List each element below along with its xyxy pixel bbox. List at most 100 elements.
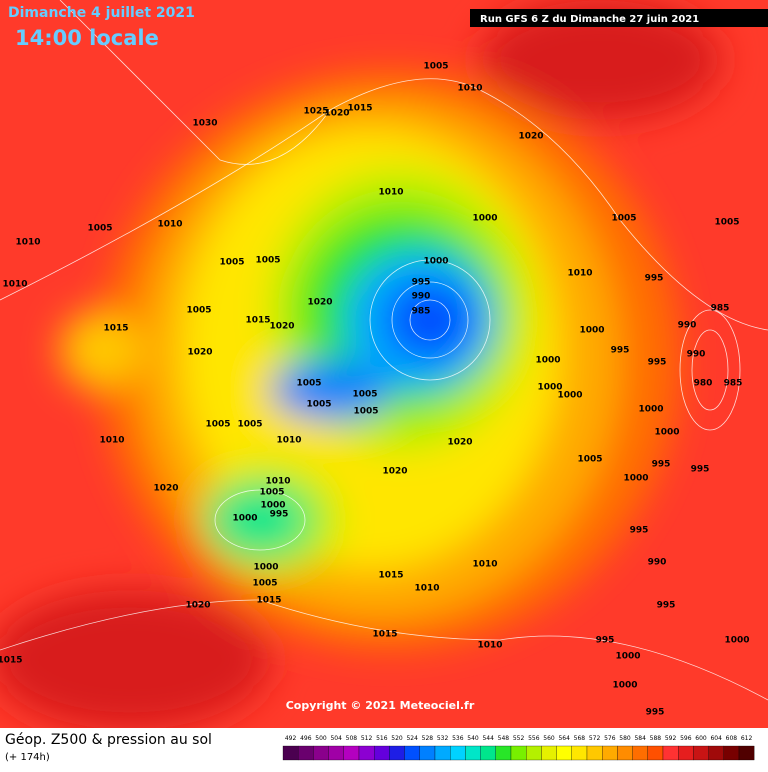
pressure-label: 995	[646, 708, 665, 718]
colorbar-swatch	[708, 745, 724, 761]
colorbar-tick-label: 496	[300, 735, 312, 742]
pressure-label: 1005	[259, 488, 284, 498]
pressure-label: 995	[412, 278, 431, 288]
pressure-label: 1015	[103, 324, 128, 334]
geopotential-field	[0, 0, 768, 730]
pressure-label: 1005	[423, 62, 448, 72]
pressure-label: 990	[687, 350, 706, 360]
colorbar-swatch	[298, 745, 314, 761]
pressure-label: 995	[648, 358, 667, 368]
colorbar-tick-label: 524	[406, 735, 418, 742]
colorbar-swatch	[556, 745, 572, 761]
colorbar-tick-label: 492	[285, 735, 297, 742]
colorbar-tick-label: 500	[315, 735, 327, 742]
colorbar-swatch	[602, 745, 618, 761]
pressure-label: 990	[412, 292, 431, 302]
pressure-label: 1015	[372, 630, 397, 640]
pressure-label: 1005	[205, 420, 230, 430]
colorbar-swatch	[723, 745, 740, 761]
colorbar-swatch	[678, 745, 694, 761]
pressure-label: 1020	[269, 322, 294, 332]
colorbar-tick-label: 504	[330, 735, 342, 742]
pressure-label: 1000	[472, 214, 497, 224]
colorbar-swatch	[450, 745, 466, 761]
pressure-label: 1005	[296, 379, 321, 389]
colorbar-swatch	[480, 745, 496, 761]
colorbar-tick-label: 572	[589, 735, 601, 742]
colorbar-swatch	[465, 745, 481, 761]
colorbar-swatch	[343, 745, 360, 761]
pressure-label: 1010	[265, 477, 290, 487]
colorbar-swatch	[526, 745, 542, 761]
colorbar-tick-label: 520	[391, 735, 403, 742]
colorbar-swatch	[404, 745, 420, 761]
pressure-label: 1020	[518, 132, 543, 142]
pressure-label: 1025	[303, 107, 328, 117]
pressure-label: 1005	[255, 256, 280, 266]
pressure-label: 1020	[153, 484, 178, 494]
colorbar-tick-label: 528	[422, 735, 434, 742]
colorbar-tick-label: 592	[665, 735, 677, 742]
isobars	[0, 0, 768, 701]
pressure-label: 1020	[185, 601, 210, 611]
footer-lead: (+ 174h)	[5, 752, 50, 763]
pressure-label: 1000	[253, 563, 278, 573]
pressure-label: 1005	[252, 579, 277, 589]
pressure-label: 1015	[245, 316, 270, 326]
forecast-time: 14:00 locale	[15, 26, 159, 50]
colorbar-tick-label: 552	[513, 735, 525, 742]
pressure-label: 995	[611, 346, 630, 356]
pressure-label: 1005	[353, 407, 378, 417]
colorbar-tick-label: 564	[558, 735, 570, 742]
run-box	[470, 9, 768, 27]
pressure-label: 1005	[219, 258, 244, 268]
colorbar-swatch	[632, 745, 648, 761]
pressure-label: 1010	[477, 641, 502, 651]
pressure-label: 1000	[535, 356, 560, 366]
pressure-label: 1010	[414, 584, 439, 594]
pressure-label: 1000	[232, 514, 257, 524]
pressure-label: 1005	[87, 224, 112, 234]
colorbar-swatch	[738, 745, 755, 761]
pressure-label: 985	[711, 304, 730, 314]
pressure-label: 1000	[724, 636, 749, 646]
pressure-label: 995	[657, 601, 676, 611]
pressure-label: 1000	[654, 428, 679, 438]
colorbar-tick-label: 596	[680, 735, 692, 742]
colorbar-tick-label: 580	[619, 735, 631, 742]
pressure-label: 990	[678, 321, 697, 331]
colorbar-tick-label: 532	[437, 735, 449, 742]
colorbar-swatch	[693, 745, 709, 761]
pressure-label: 1010	[2, 280, 27, 290]
colorbar-swatch	[617, 745, 633, 761]
colorbar-swatch	[358, 745, 375, 761]
pressure-label: 1000	[423, 257, 448, 267]
colorbar-tick-label: 512	[361, 735, 373, 742]
colorbar-tick-label: 508	[346, 735, 358, 742]
colorbar-tick-label: 608	[726, 735, 738, 742]
colorbar-tick-label: 544	[482, 735, 494, 742]
pressure-label: 1015	[347, 104, 372, 114]
colorbar-tick-label: 556	[528, 735, 540, 742]
pressure-label: 1030	[192, 119, 217, 129]
pressure-label: 1000	[623, 474, 648, 484]
pressure-label: 1010	[457, 84, 482, 94]
pressure-label: 1000	[260, 501, 285, 511]
colorbar-swatch	[586, 745, 603, 761]
colorbar-swatch	[495, 745, 512, 761]
colorbar-swatch	[328, 745, 344, 761]
pressure-label: 995	[691, 465, 710, 475]
pressure-label: 1010	[378, 188, 403, 198]
pressure-label: 995	[596, 636, 615, 646]
footer-title: Géop. Z500 & pression au sol	[5, 732, 212, 748]
colorbar-swatch	[434, 745, 451, 761]
pressure-label: 985	[412, 307, 431, 317]
colorbar-tick-label: 600	[695, 735, 707, 742]
pressure-label: 1020	[382, 467, 407, 477]
pressure-label: 985	[724, 379, 743, 389]
pressure-label: 1010	[276, 436, 301, 446]
pressure-label: 980	[694, 379, 713, 389]
pressure-label: 1015	[378, 571, 403, 581]
